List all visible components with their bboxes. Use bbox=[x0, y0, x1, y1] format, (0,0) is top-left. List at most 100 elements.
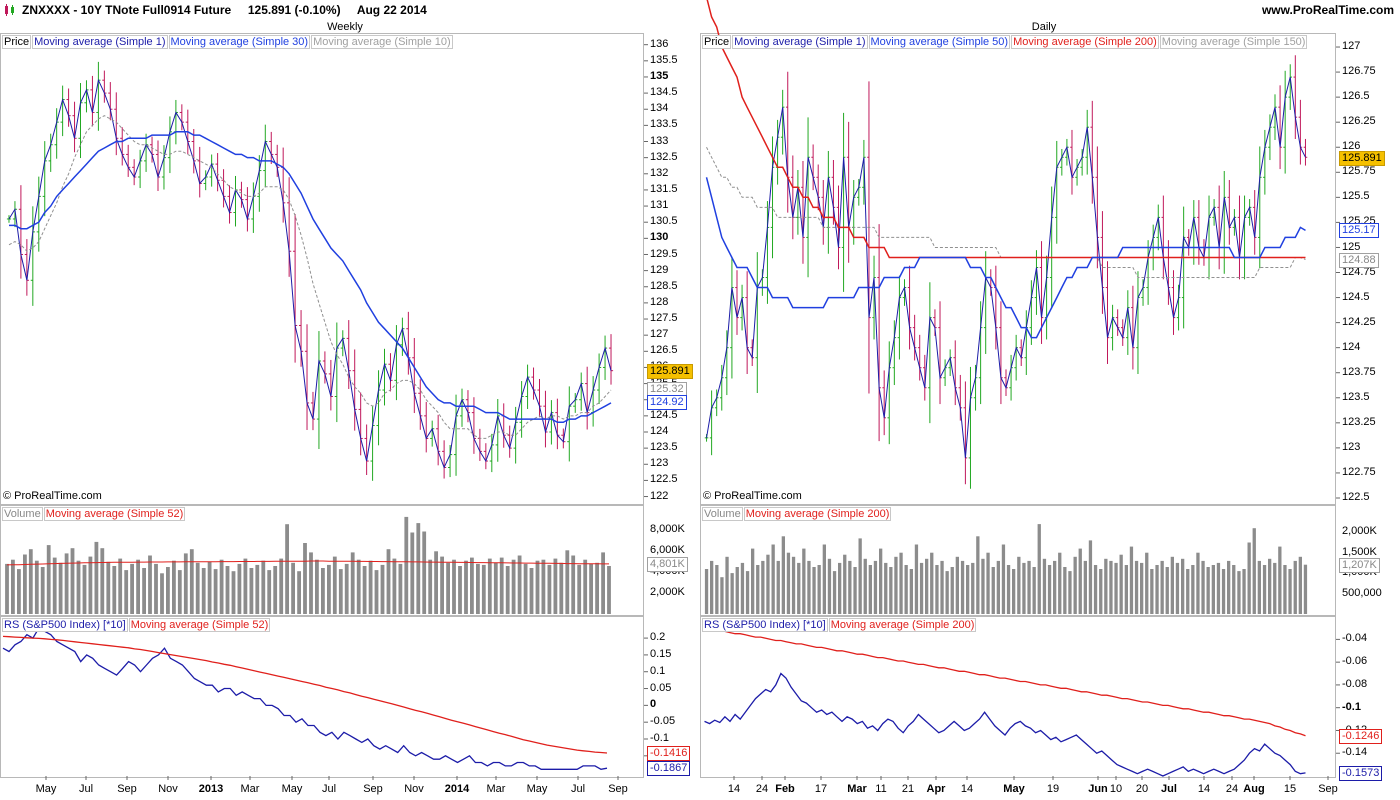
legend-volume-ma[interactable]: Moving average (Simple 200) bbox=[743, 507, 892, 521]
weekly-volume-volume-bar bbox=[493, 562, 498, 614]
daily-volume-volume-bar bbox=[1211, 565, 1215, 614]
daily-volume-volume-bar bbox=[848, 560, 852, 614]
daily-volume-volume-bar bbox=[1181, 558, 1185, 614]
weekly-volume-volume-bar bbox=[70, 548, 75, 614]
weekly-volume-volume-bar bbox=[321, 568, 325, 614]
legend-ma-simple150[interactable]: Moving average (Simple 150) bbox=[1159, 35, 1308, 49]
candlestick-logo-icon bbox=[5, 4, 14, 16]
daily-volume-volume-bar bbox=[1012, 569, 1016, 614]
legend-rs[interactable]: RS (S&P500 Index) [*10] bbox=[702, 618, 828, 632]
legend-ma-simple1[interactable]: Moving average (Simple 1) bbox=[732, 35, 868, 49]
y-tick-label: 2,000K bbox=[1342, 525, 1377, 538]
weekly-volume-volume-bar bbox=[261, 560, 266, 614]
daily-volume-volume-bar bbox=[899, 552, 903, 614]
legend-ma-simple30[interactable]: Moving average (Simple 30) bbox=[168, 35, 311, 49]
weekly-volume-volume-bar bbox=[201, 568, 206, 614]
daily-volume-volume-bar bbox=[786, 552, 791, 614]
legend-ma-simple10[interactable]: Moving average (Simple 10) bbox=[311, 35, 453, 49]
legend-ma-simple200[interactable]: Moving average (Simple 200) bbox=[1011, 35, 1159, 49]
y-tick-label: 123.5 bbox=[650, 441, 678, 454]
legend-volume[interactable]: Volume bbox=[702, 507, 743, 521]
daily-volume-volume-bar bbox=[791, 556, 796, 614]
daily-volume-volume-bar bbox=[1068, 571, 1072, 614]
y-tick-label: 127 bbox=[1342, 40, 1361, 52]
legend-price[interactable]: Price bbox=[702, 35, 732, 49]
y-tick-label: 500,000 bbox=[1342, 586, 1382, 599]
rs-ma-value-tag: -0.1246 bbox=[1339, 728, 1383, 744]
weekly-volume-volume-bar bbox=[505, 566, 510, 614]
volume-value-tag: 1,207K bbox=[1339, 557, 1380, 573]
daily-volume-volume-bar bbox=[1047, 565, 1052, 614]
weekly-volume-volume-bar bbox=[130, 563, 134, 614]
x-tick-label: Feb bbox=[775, 783, 795, 795]
weekly-price-pane[interactable] bbox=[0, 33, 644, 505]
y-tick-label: 122.75 bbox=[1342, 465, 1376, 478]
daily-volume-volume-bar bbox=[1262, 565, 1267, 614]
daily-volume-volume-bar bbox=[1017, 556, 1021, 614]
weekly-volume-volume-bar bbox=[458, 566, 462, 614]
daily-volume-volume-bar bbox=[817, 565, 821, 614]
rs-value-tag: -0.1573 bbox=[1339, 765, 1383, 781]
weekly-volume-volume-bar bbox=[470, 557, 474, 614]
y-tick-label: 0.05 bbox=[650, 681, 672, 694]
ma150-value-tag: 124.88 bbox=[1339, 252, 1379, 268]
daily-volume-volume-bar bbox=[1283, 565, 1287, 614]
weekly-volume-volume-bar bbox=[565, 550, 570, 614]
y-tick-label: 122 bbox=[650, 489, 669, 502]
x-tick-label: 2014 bbox=[444, 783, 470, 795]
daily-volume-volume-bar bbox=[725, 556, 729, 614]
weekly-volume-volume-bar bbox=[583, 559, 588, 614]
weekly-volume-volume-bar bbox=[577, 564, 582, 614]
weekly-volume-volume-bar bbox=[58, 562, 63, 614]
daily-volume-volume-bar bbox=[1088, 540, 1093, 614]
last-price-tag: 125.891 bbox=[1339, 151, 1385, 167]
daily-volume-volume-bar bbox=[832, 571, 837, 614]
y-tick-label: 126 bbox=[1342, 140, 1361, 153]
y-tick-label: 124 bbox=[1342, 340, 1361, 353]
weekly-volume-volume-bar bbox=[446, 562, 450, 614]
legend-rs-ma[interactable]: Moving average (Simple 200) bbox=[828, 618, 977, 632]
daily-rs-pane[interactable] bbox=[700, 616, 1336, 778]
weekly-volume-volume-bar bbox=[356, 559, 361, 614]
legend-volume-ma[interactable]: Moving average (Simple 52) bbox=[43, 507, 186, 521]
y-tick-label: 123.5 bbox=[1342, 390, 1370, 403]
x-tick-label: Mar bbox=[847, 783, 867, 795]
x-tick-label: Sep bbox=[608, 783, 628, 795]
legend-price[interactable]: Price bbox=[2, 35, 32, 49]
weekly-volume-volume-bar bbox=[553, 558, 558, 614]
legend-volume[interactable]: Volume bbox=[2, 507, 43, 521]
legend-ma-simple1[interactable]: Moving average (Simple 1) bbox=[32, 35, 168, 49]
daily-volume-volume-bar bbox=[1170, 556, 1174, 614]
y-tick-label: 124.5 bbox=[1342, 290, 1370, 303]
weekly-volume-volume-bar bbox=[243, 558, 248, 614]
legend-rs-ma[interactable]: Moving average (Simple 52) bbox=[128, 618, 271, 632]
weekly-copyright: © ProRealTime.com bbox=[3, 490, 102, 502]
y-tick-label: 123 bbox=[650, 457, 669, 470]
daily-volume-volume-bar bbox=[1124, 565, 1128, 614]
y-tick-label: 135.5 bbox=[650, 53, 678, 66]
weekly-rs-pane[interactable] bbox=[0, 616, 644, 778]
x-tick-label: Nov bbox=[404, 783, 424, 795]
daily-volume-volume-bar bbox=[776, 560, 780, 614]
daily-volume-volume-bar bbox=[889, 567, 893, 614]
legend-rs[interactable]: RS (S&P500 Index) [*10] bbox=[2, 618, 128, 632]
weekly-volume-volume-bar bbox=[529, 568, 534, 614]
legend-ma-simple50[interactable]: Moving average (Simple 50) bbox=[868, 35, 1011, 49]
site-link[interactable]: www.ProRealTime.com bbox=[1261, 3, 1394, 17]
daily-price-ma-simple1-line bbox=[706, 76, 1306, 458]
daily-volume-volume-bar bbox=[1303, 564, 1308, 614]
weekly-volume-volume-bar bbox=[547, 564, 552, 614]
daily-volume-volume-bar bbox=[930, 552, 934, 614]
daily-volume-volume-bar bbox=[740, 562, 745, 614]
y-tick-label: 0.15 bbox=[650, 647, 672, 660]
daily-volume-volume-bar bbox=[1114, 562, 1118, 614]
weekly-volume-volume-bar bbox=[94, 541, 99, 614]
daily-volume-volume-bar bbox=[756, 565, 760, 614]
daily-volume-volume-bar bbox=[843, 554, 847, 614]
daily-volume-volume-bar bbox=[1032, 567, 1036, 614]
weekly-volume-volume-bar bbox=[160, 573, 164, 614]
daily-price-pane[interactable] bbox=[700, 33, 1336, 505]
y-tick-label: 0.2 bbox=[650, 631, 666, 644]
weekly-volume-volume-bar bbox=[362, 566, 367, 614]
weekly-volume-volume-bar bbox=[589, 563, 593, 614]
